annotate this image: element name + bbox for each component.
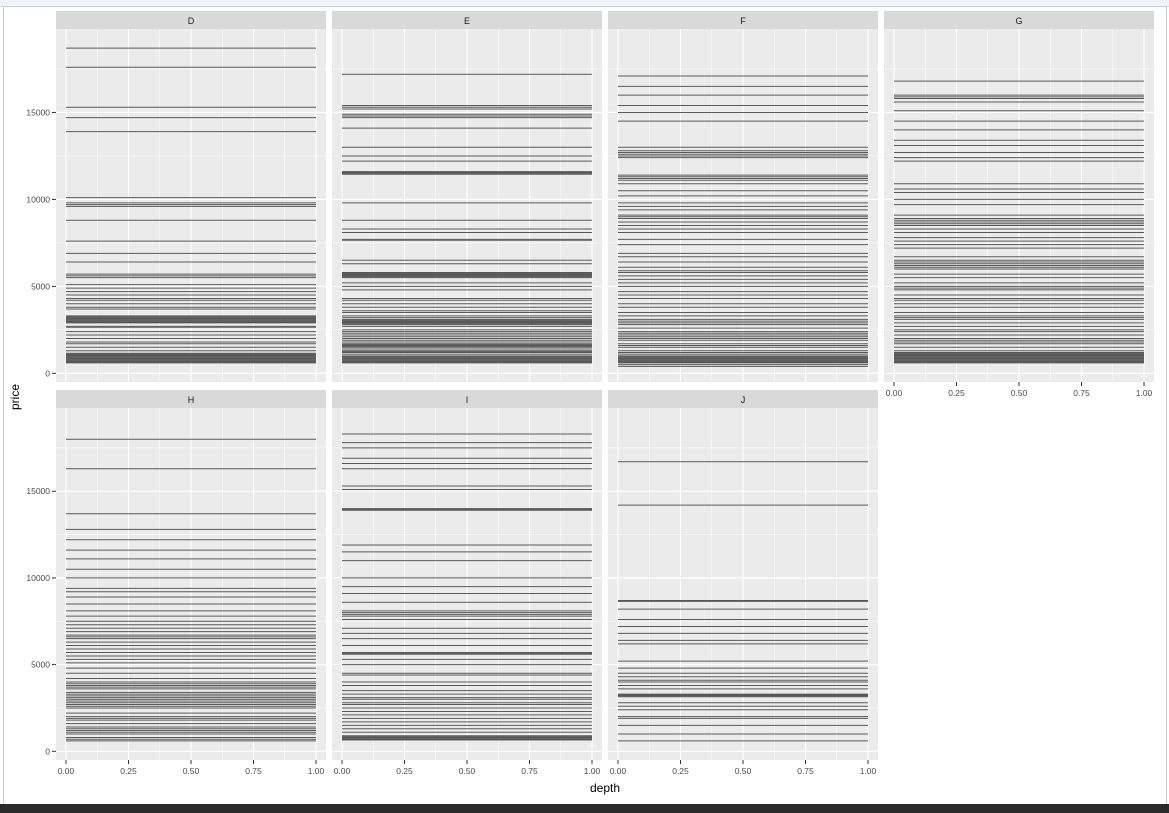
facet-panel-i: I 0.00 0.25 0.50 0.75 1.00 (332, 390, 602, 776)
x-tick-label: 0.50 (459, 766, 476, 776)
y-tick-label: 15000 (26, 107, 50, 117)
facet-strip-label: I (466, 395, 469, 405)
y-tick-label: 0 (45, 368, 50, 378)
facet-panel-e: E (332, 11, 602, 382)
x-tick-label: 0.00 (886, 388, 903, 398)
facet-strip (56, 11, 326, 29)
x-tick-label: 1.00 (308, 766, 325, 776)
x-tick-label: 1.00 (860, 766, 877, 776)
taskbar (0, 804, 1169, 813)
facet-panel-f: F (608, 11, 878, 382)
facet-strip (608, 390, 878, 408)
facet-strip (608, 11, 878, 29)
facet-strip-label: J (741, 395, 746, 405)
x-tick-label: 0.75 (245, 766, 262, 776)
facet-strip (332, 390, 602, 408)
x-tick-label: 0.00 (610, 766, 627, 776)
x-tick-label: 0.00 (334, 766, 351, 776)
facet-strip-label: E (464, 16, 470, 26)
y-tick-label: 10000 (26, 573, 50, 583)
y-tick-label: 15000 (26, 486, 50, 496)
x-tick-label: 1.00 (584, 766, 601, 776)
facet-panel-j: J 0.00 0.25 0.50 0.75 1.00 (608, 390, 878, 776)
facet-strip (884, 11, 1154, 29)
facet-strip-label: F (740, 16, 746, 26)
x-tick-label: 0.50 (183, 766, 200, 776)
facet-panel-h: H 0 5000 10000 15000 0.00 0.25 0.50 0.75 1.00 (26, 390, 326, 776)
x-tick-label: 0.25 (948, 388, 965, 398)
x-tick-label: 0.25 (672, 766, 689, 776)
x-tick-label: 0.00 (58, 766, 75, 776)
facet-strip (56, 390, 326, 408)
x-tick-label: 0.25 (396, 766, 413, 776)
y-axis-title: price (8, 384, 22, 410)
x-tick-label: 0.75 (797, 766, 814, 776)
y-tick-label: 5000 (31, 660, 50, 670)
facet-strip-label: D (188, 16, 195, 26)
facet-strip-label: G (1015, 16, 1022, 26)
x-tick-label: 1.00 (1136, 388, 1153, 398)
x-tick-label: 0.50 (1011, 388, 1028, 398)
x-axis-title: depth (590, 781, 620, 795)
facet-panel-d: D 0 5000 10000 15000 (26, 11, 326, 382)
x-tick-label: 0.75 (521, 766, 538, 776)
y-tick-label: 0 (45, 746, 50, 756)
x-tick-label: 0.50 (735, 766, 752, 776)
y-tick-label: 5000 (31, 281, 50, 291)
x-tick-label: 0.75 (1073, 388, 1090, 398)
facet-panel-g: G 0.00 0.25 0.50 0.75 1.00 (884, 11, 1154, 398)
x-tick-label: 0.25 (120, 766, 137, 776)
facet-strip-label: H (188, 395, 195, 405)
y-tick-label: 10000 (26, 194, 50, 204)
facet-strip (332, 11, 602, 29)
